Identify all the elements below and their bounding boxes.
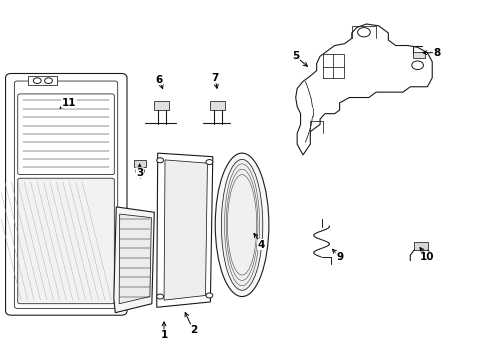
Circle shape	[157, 158, 163, 163]
Circle shape	[205, 293, 212, 298]
Polygon shape	[27, 76, 57, 85]
Circle shape	[135, 168, 144, 174]
Text: 5: 5	[291, 51, 299, 61]
Text: 7: 7	[211, 73, 219, 83]
Bar	[134, 160, 146, 167]
Polygon shape	[114, 207, 154, 313]
Polygon shape	[295, 24, 431, 155]
Bar	[413, 242, 427, 250]
FancyBboxPatch shape	[18, 178, 114, 304]
Bar	[412, 51, 424, 58]
Circle shape	[157, 294, 163, 299]
Text: 3: 3	[136, 168, 143, 178]
Text: 10: 10	[419, 252, 434, 262]
Circle shape	[411, 61, 423, 69]
Bar	[210, 101, 224, 110]
Text: 2: 2	[189, 325, 197, 335]
Text: 1: 1	[160, 330, 167, 340]
Text: 6: 6	[155, 75, 163, 85]
Text: 9: 9	[335, 252, 343, 262]
Polygon shape	[157, 153, 212, 307]
Polygon shape	[119, 214, 151, 304]
Circle shape	[205, 159, 212, 165]
Ellipse shape	[221, 159, 262, 290]
Text: 11: 11	[61, 98, 76, 108]
Polygon shape	[163, 160, 207, 300]
FancyBboxPatch shape	[14, 81, 118, 309]
FancyBboxPatch shape	[18, 94, 114, 175]
Bar	[154, 101, 168, 110]
Text: 8: 8	[432, 48, 440, 58]
Ellipse shape	[215, 153, 268, 297]
Circle shape	[44, 78, 52, 84]
FancyBboxPatch shape	[5, 73, 127, 315]
Text: 4: 4	[257, 239, 264, 249]
Circle shape	[33, 78, 41, 84]
Circle shape	[357, 28, 369, 37]
